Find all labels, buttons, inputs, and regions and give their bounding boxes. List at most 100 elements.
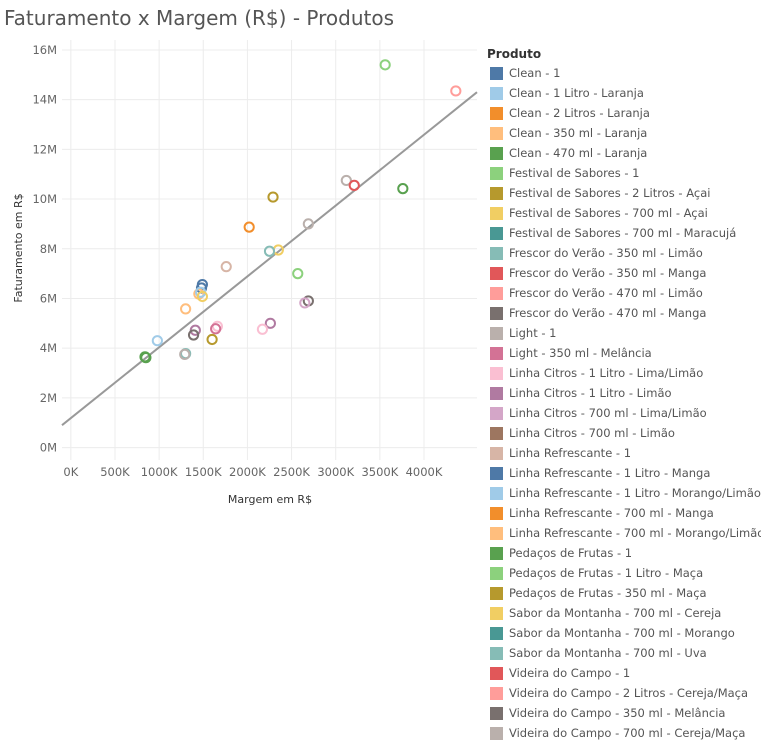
legend-swatch [490,606,503,620]
data-point [179,348,191,360]
y-tick-label: 0M [40,441,57,455]
legend-item: Frescor do Verão - 350 ml - Manga [487,263,761,283]
legend-swatch [490,626,503,640]
x-axis-ticks: 0K 500K 1000K 1500K 2000K 2500K 3000K 3500K 4000… [63,465,442,479]
data-point [263,245,276,257]
x-tick-label: 3000K [317,465,354,479]
legend-swatch [490,466,503,480]
legend-swatch [490,586,503,600]
legend-item: Pedaços de Frutas - 1 Litro - Maça [487,563,761,583]
legend-item: Videira do Campo - 2 Litros - Cereja/Maç… [487,683,761,703]
y-tick-label: 4M [40,341,57,355]
legend-label: Frescor do Verão - 350 ml - Manga [509,266,707,280]
data-point [302,218,314,230]
data-point [397,183,409,195]
legend-item: Linha Refrescante - 1 Litro - Morango/Li… [487,483,761,503]
y-tick-label: 8M [40,242,57,256]
legend-swatch [490,106,503,120]
legend-label: Pedaços de Frutas - 1 Litro - Maça [509,566,704,580]
legend-item: Videira do Campo - 1 [487,663,761,683]
x-tick-label: 1500K [185,465,222,479]
legend-swatch [490,526,503,540]
legend-swatch [490,146,503,160]
legend-item: Clean - 1 [487,63,761,83]
data-points [139,59,462,364]
legend-swatch [490,546,503,560]
data-point [220,261,232,273]
legend-label: Sabor da Montanha - 700 ml - Uva [509,646,707,660]
legend-item: Light - 350 ml - Melância [487,343,761,363]
x-tick-label: 2000K [229,465,266,479]
chart-title: Faturamento x Margem (R$) - Produtos [4,6,394,30]
legend-label: Frescor do Verão - 350 ml - Limão [509,246,703,260]
legend-swatch [490,446,503,460]
legend-item: Light - 1 [487,323,761,343]
y-tick-label: 2M [40,391,57,405]
legend-label: Clean - 470 ml - Laranja [509,146,648,160]
legend-label: Pedaços de Frutas - 350 ml - Maça [509,586,707,600]
scatter-plot: 0M 2M 4M 6M 8M 10M 12M 14M 16M 0K 500K 1000K 1500K 2… [12,40,478,506]
x-tick-label: 1000K [141,465,178,479]
data-point [196,290,208,303]
legend-label: Linha Refrescante - 1 Litro - Manga [509,466,711,480]
x-tick-label: 0K [63,465,78,479]
legend-label: Frescor do Verão - 470 ml - Manga [509,306,707,320]
data-point [299,297,311,309]
legend-item: Frescor do Verão - 350 ml - Limão [487,243,761,263]
legend-item: Festival de Sabores - 700 ml - Açai [487,203,761,223]
legend-items: Clean - 1 Clean - 1 Litro - Laranja Clean … [487,63,761,743]
legend-item: Frescor do Verão - 470 ml - Manga [487,303,761,323]
y-axis-ticks: 0M 2M 4M 6M 8M 10M 12M 14M 16M [32,43,57,455]
legend-label: Videira do Campo - 2 Litros - Cereja/Maç… [509,686,749,700]
legend-label: Festival de Sabores - 700 ml - Açai [509,206,708,220]
legend-swatch [490,706,503,720]
legend-item: Linha Refrescante - 1 [487,443,761,463]
legend-swatch [490,266,503,280]
legend-label: Pedaços de Frutas - 1 [509,546,633,560]
x-tick-label: 2500K [273,465,310,479]
legend-label: Sabor da Montanha - 700 ml - Morango [509,626,735,640]
legend-label: Clean - 2 Litros - Laranja [509,106,650,120]
legend-item: Linha Citros - 700 ml - Lima/Limão [487,403,761,423]
legend-item: Festival de Sabores - 2 Litros - Açai [487,183,761,203]
legend-swatch [490,406,503,420]
legend-label: Clean - 1 Litro - Laranja [509,86,644,100]
data-point [267,191,279,203]
legend-label: Linha Refrescante - 1 Litro - Morango/Li… [509,486,761,500]
y-tick-label: 10M [32,192,57,206]
data-point [450,85,462,97]
legend-label: Linha Citros - 1 Litro - Lima/Limão [509,366,704,380]
legend-swatch [490,726,503,740]
legend-label: Linha Refrescante - 1 [509,446,632,460]
x-axis-label: Margem em R$ [228,493,312,506]
legend-item: Clean - 470 ml - Laranja [487,143,761,163]
legend-label: Festival de Sabores - 2 Litros - Açai [509,186,711,200]
legend-item: Pedaços de Frutas - 350 ml - Maça [487,583,761,603]
legend-label: Light - 1 [509,326,557,340]
legend-item: Frescor do Verão - 470 ml - Limão [487,283,761,303]
legend-label: Festival de Sabores - 1 [509,166,640,180]
legend-swatch [490,426,503,440]
trend-line-group [61,91,478,426]
legend-title: Produto [487,47,542,61]
legend-item: Videira do Campo - 700 ml - Cereja/Maça [487,723,761,743]
legend-label: Videira do Campo - 1 [509,666,631,680]
legend-swatch [490,686,503,700]
data-point [187,329,200,341]
legend-swatch [490,126,503,140]
legend-label: Clean - 350 ml - Laranja [509,126,648,140]
legend-label: Linha Citros - 700 ml - Lima/Limão [509,406,707,420]
legend-item: Linha Citros - 1 Litro - Limão [487,383,761,403]
legend-item: Clean - 1 Litro - Laranja [487,83,761,103]
data-point [243,221,255,233]
legend-label: Linha Citros - 1 Litro - Limão [509,386,672,400]
data-point [151,335,163,347]
legend-item: Sabor da Montanha - 700 ml - Cereja [487,603,761,623]
legend-swatch [490,486,503,500]
legend-swatch [490,166,503,180]
legend-swatch [490,666,503,680]
legend-item: Festival de Sabores - 1 [487,163,761,183]
legend-label: Light - 350 ml - Melância [509,346,652,360]
legend-item: Festival de Sabores - 700 ml - Maracujá [487,223,761,243]
legend-swatch [490,326,503,340]
